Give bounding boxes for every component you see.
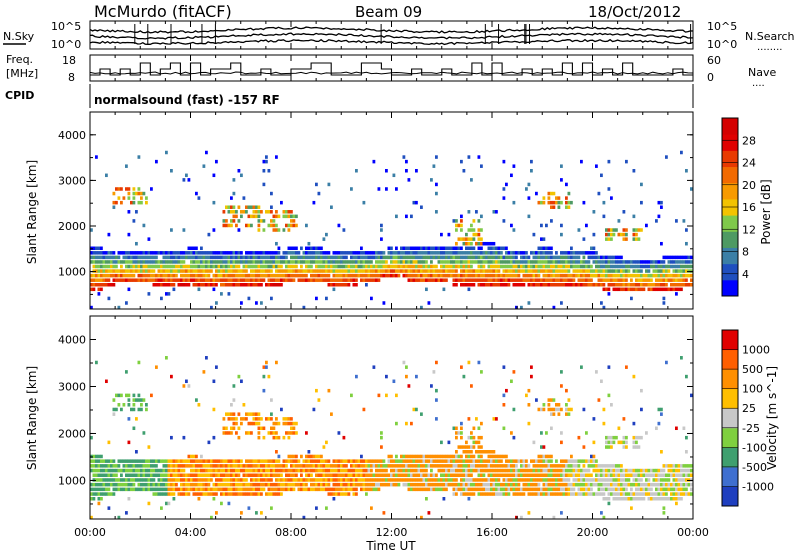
power-colorbar: 28 24 20 16 12 8 4 [721, 117, 756, 297]
x-axis-label: Time UT [365, 539, 416, 553]
power-y-tick-label: 2000 [58, 220, 86, 233]
freq-tick-bottom: 8 [68, 71, 75, 84]
noise-right-label: N.Search [745, 30, 795, 43]
noise-left-label: N.Sky [3, 30, 35, 43]
cpid-label: CPID [5, 89, 34, 102]
velocity-colorbar-tick: 1000 [742, 344, 770, 357]
date-title: 18/Oct/2012 [588, 3, 681, 21]
nave-dots: .... [752, 78, 765, 89]
freq-label-line2: [MHz] [6, 67, 38, 80]
noise-right-dots: ........ [757, 42, 782, 53]
power-colorbar-tick: 12 [742, 223, 756, 236]
x-tick-label: 16:00 [476, 526, 508, 539]
velocity-colorbar-tick: -500 [742, 461, 767, 474]
velocity-y-tick-label: 4000 [58, 333, 86, 346]
cpid-text: normalsound (fast) -157 RF [94, 93, 280, 107]
freq-tick-top: 18 [62, 54, 76, 67]
x-tick-label: 04:00 [175, 526, 207, 539]
velocity-colorbar-tick: 100 [742, 383, 763, 396]
freq-traces [89, 62, 694, 76]
time-axis: 00:00 04:00 08:00 12:00 16:00 20:00 00:00 [74, 21, 709, 539]
velocity-colorbar-tick: -1000 [742, 480, 774, 493]
velocity-ylabel: Slant Range [km] [25, 366, 39, 470]
x-tick-label: 20:00 [577, 526, 609, 539]
velocity-colorbar-label: Velocity [m s^-1] [765, 366, 779, 470]
velocity-colorbar-tick: -100 [742, 441, 767, 454]
nave-tick-bottom: 0 [707, 71, 714, 84]
power-y-tick-label: 3000 [58, 174, 86, 187]
noise-traces [89, 24, 694, 46]
noise-left-tick-top: 10^5 [51, 20, 81, 33]
noise-right-tick-bottom: 10^0 [707, 38, 737, 51]
velocity-colorbar: 1000 500 100 25 -25 -100 -500 -1000 [721, 329, 774, 507]
velocity-y-axis: 4000 3000 2000 1000 [58, 315, 693, 505]
power-y-axis: 4000 3000 2000 1000 [58, 111, 693, 295]
velocity-y-tick-label: 1000 [58, 474, 86, 487]
x-tick-label: 08:00 [275, 526, 307, 539]
x-tick-label: 12:00 [376, 526, 408, 539]
velocity-colorbar-tick: -25 [742, 422, 760, 435]
power-y-tick-label: 4000 [58, 129, 86, 142]
power-y-tick-label: 1000 [58, 266, 86, 279]
power-colorbar-tick: 8 [742, 246, 749, 259]
velocity-colorbar-tick: 25 [742, 402, 756, 415]
noise-left-tick-bottom: 10^0 [51, 38, 81, 51]
noise-right-tick-top: 10^5 [707, 20, 737, 33]
power-colorbar-tick: 20 [742, 179, 756, 192]
power-colorbar-tick: 28 [742, 134, 756, 147]
power-colorbar-tick: 4 [742, 268, 749, 281]
x-tick-label: 00:00 [74, 526, 106, 539]
power-heatmap [90, 150, 693, 310]
power-colorbar-tick: 24 [742, 157, 756, 170]
nave-label: Nave [748, 66, 776, 79]
velocity-y-tick-label: 2000 [58, 427, 86, 440]
power-colorbar-tick: 16 [742, 201, 756, 214]
velocity-colorbar-tick: 500 [742, 363, 763, 376]
beam-title: Beam 09 [355, 3, 422, 21]
velocity-y-tick-label: 3000 [58, 380, 86, 393]
station-title: McMurdo (fitACF) [94, 2, 232, 21]
power-ylabel: Slant Range [km] [25, 160, 39, 264]
velocity-heatmap [90, 356, 693, 520]
freq-label-line1: Freq. [6, 53, 33, 66]
x-tick-label: 00:00 [677, 526, 709, 539]
nave-tick-top: 60 [707, 54, 721, 67]
power-colorbar-label: Power [dB] [759, 179, 773, 244]
